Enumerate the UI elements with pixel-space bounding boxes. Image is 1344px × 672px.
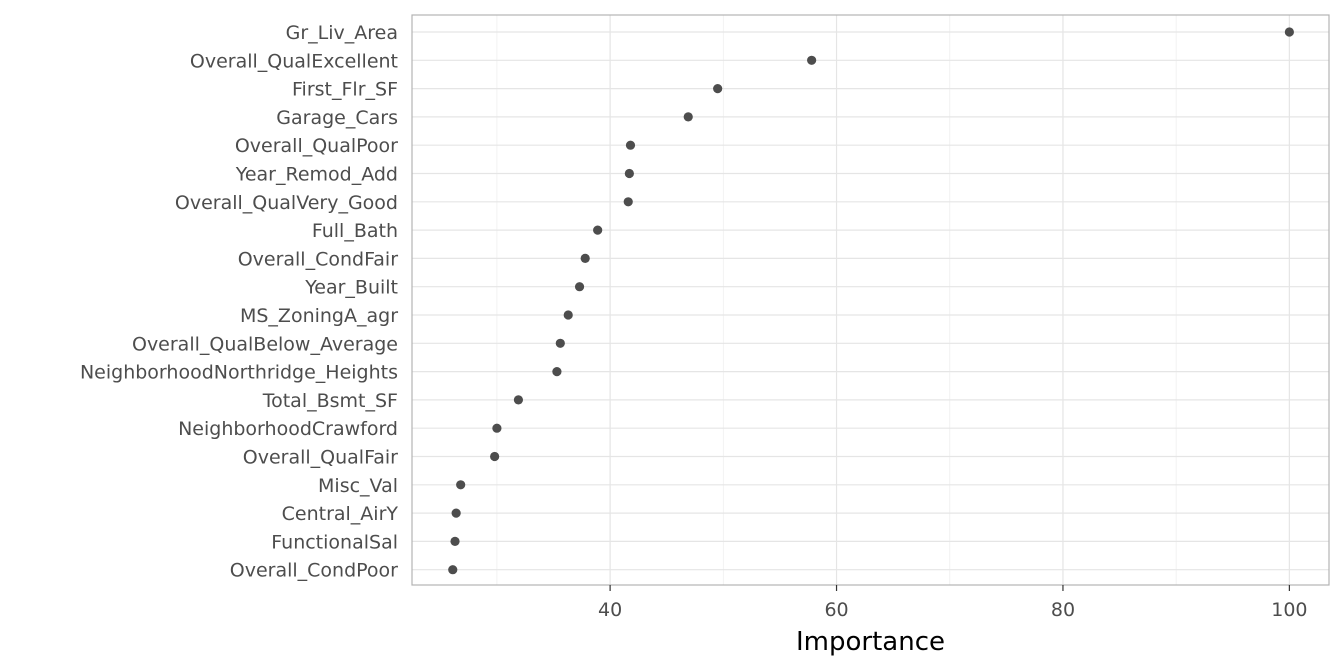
data-point <box>451 508 461 518</box>
category-label: First_Flr_SF <box>292 79 398 101</box>
data-point <box>456 480 466 490</box>
data-point <box>580 253 590 263</box>
category-labels: Gr_Liv_Area Overall_QualExcellent First_Fl… <box>80 22 398 582</box>
data-point <box>552 367 562 377</box>
x-axis-ticks: 40 60 80 100 <box>598 585 1308 621</box>
category-label: Full_Bath <box>312 220 398 242</box>
data-point <box>563 310 573 320</box>
category-label: Year_Remod_Add <box>235 164 398 186</box>
data-point <box>513 395 524 405</box>
category-label: FunctionalSal <box>271 531 398 553</box>
data-point <box>683 112 693 122</box>
category-label: Garage_Cars <box>276 107 398 129</box>
category-label: Overall_QualVery_Good <box>175 192 398 214</box>
category-label: NeighborhoodCrawford <box>178 418 398 440</box>
data-point <box>713 84 723 94</box>
category-label: Overall_QualExcellent <box>190 50 398 72</box>
category-label: Overall_QualBelow_Average <box>132 333 398 355</box>
data-point <box>625 140 636 150</box>
data-point <box>593 225 603 235</box>
category-label: Overall_CondPoor <box>230 560 398 582</box>
category-label: Central_AirY <box>282 503 399 525</box>
category-label: Misc_Val <box>318 475 398 497</box>
grid-lines <box>412 15 1329 585</box>
data-point <box>450 536 460 547</box>
category-label: Overall_QualFair <box>243 447 398 469</box>
data-point <box>574 282 585 292</box>
data-point <box>623 197 633 207</box>
panel-border <box>411 14 1330 586</box>
x-tick-label: 100 <box>1271 599 1307 621</box>
category-label: Overall_QualPoor <box>235 135 398 157</box>
category-label: NeighborhoodNorthridge_Heights <box>80 362 398 384</box>
x-axis-title: Importance <box>796 627 945 657</box>
x-tick-label: 80 <box>1051 599 1075 621</box>
data-point <box>624 168 634 179</box>
x-tick-label: 40 <box>598 599 622 621</box>
data-point <box>1284 27 1294 37</box>
data-point <box>555 338 565 348</box>
x-tick-label: 60 <box>824 599 848 621</box>
data-point <box>807 55 817 65</box>
category-label: MS_ZoningA_agr <box>240 305 398 327</box>
data-point <box>448 565 458 575</box>
data-point <box>490 451 500 462</box>
data-points <box>448 27 1294 575</box>
data-point <box>492 423 502 433</box>
category-label: Gr_Liv_Area <box>286 22 398 44</box>
category-label: Year_Built <box>304 277 398 299</box>
category-label: Total_Bsmt_SF <box>262 390 398 412</box>
category-label: Overall_CondFair <box>238 248 399 270</box>
